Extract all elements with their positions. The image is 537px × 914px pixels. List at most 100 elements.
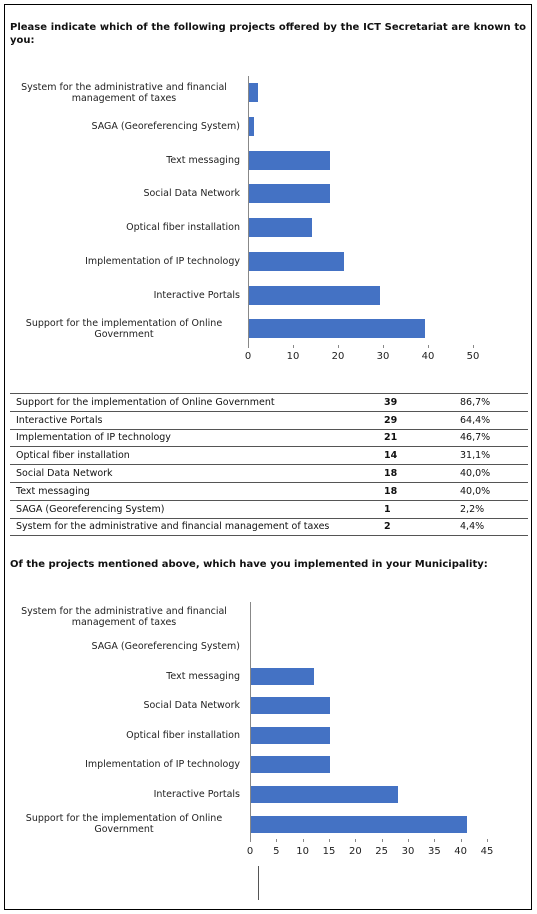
count: 18 [378,464,454,483]
category-label: Optical fiber installation [6,216,240,240]
project-name: System for the administrative and financ… [10,518,378,537]
bar [251,815,467,833]
x-tick-label: 15 [322,846,336,857]
bar [251,697,330,715]
category-text: Optical fiber installation [126,222,240,234]
x-tick-mark [355,839,357,842]
bar [249,251,344,271]
project-name: Optical fiber installation [10,446,378,466]
table-row: System for the administrative and financ… [10,518,528,537]
stray-line [258,866,259,900]
percent: 2,2% [454,500,528,519]
category-label: Implementation of IP technology [6,249,240,273]
x-tick-mark [428,345,429,348]
category-label: System for the administrative and financ… [6,81,240,105]
count: 21 [378,429,454,448]
count: 2 [378,518,454,537]
x-tick-mark [302,839,304,842]
project-name: SAGA (Georeferencing System) [10,500,378,519]
bar [251,785,399,803]
x-tick-label: 30 [376,351,390,362]
category-text: Optical fiber installation [126,729,240,741]
x-tick-mark [408,839,409,842]
category-text: SAGA (Georeferencing System) [91,121,240,133]
category-text: Implementation of IP technology [85,255,240,267]
category-text: Support for the implementation of Online… [25,813,223,835]
category-text: Support for the implementation of Online… [25,317,223,340]
category-label: Support for the implementation of Online… [6,317,240,341]
category-text: Interactive Portals [153,289,240,301]
table-row: Text messaging 18 40,0% [10,482,528,501]
bar [251,756,330,774]
axis-line [248,76,249,345]
category-label: Optical fiber installation [6,723,240,747]
x-tick-label: 40 [454,846,468,857]
x-tick-mark [276,839,278,842]
count: 14 [378,446,454,466]
count: 1 [378,500,454,519]
x-tick-label: 50 [466,351,480,362]
percent: 40,0% [454,464,528,483]
axis-line [250,602,251,839]
category-text: SAGA (Georeferencing System) [91,640,240,652]
x-tick-label: 0 [246,846,254,857]
results-table: Support for the implementation of Online… [10,393,528,537]
question-title: Please indicate which of the following p… [10,22,526,46]
x-tick-mark [460,839,462,842]
percent: 4,4% [454,518,528,537]
x-tick-mark [473,345,474,348]
category-label: Interactive Portals [6,782,240,806]
bar [249,285,380,305]
x-tick-mark [248,345,249,348]
bar [249,150,330,170]
category-label: SAGA (Georeferencing System) [6,634,240,658]
category-text: Text messaging [166,154,240,166]
table-row: Implementation of IP technology 21 46,7% [10,429,528,448]
category-label: SAGA (Georeferencing System) [6,115,240,139]
bar [249,319,425,339]
x-tick-mark [381,839,383,842]
project-name: Implementation of IP technology [10,429,378,448]
category-text: Social Data Network [143,188,240,200]
category-label: Support for the implementation of Online… [6,812,240,836]
x-tick-label: 35 [427,846,441,857]
frame [4,4,532,910]
x-tick-mark [487,839,488,842]
x-tick-mark [338,345,339,348]
category-label: Implementation of IP technology [6,753,240,777]
x-tick-mark [434,839,436,842]
percent: 86,7% [454,393,528,412]
x-tick-label: 25 [375,846,389,857]
category-text: Social Data Network [143,700,240,712]
bar [251,726,330,744]
x-tick-label: 40 [421,351,435,362]
category-text: Implementation of IP technology [85,759,240,771]
category-label: Social Data Network [6,182,240,206]
x-tick-mark [329,839,330,842]
category-text: System for the administrative and financ… [21,605,227,628]
bar [249,184,330,204]
table-row: SAGA (Georeferencing System) 1 2,2% [10,500,528,519]
percent: 64,4% [454,411,528,430]
x-tick-label: 20 [331,351,345,362]
x-tick-label: 20 [348,846,362,857]
project-name: Interactive Portals [10,411,378,430]
project-name: Text messaging [10,482,378,501]
x-tick-label: 10 [296,846,310,857]
table-row: Optical fiber installation 14 31,1% [10,446,528,466]
table-row: Social Data Network 18 40,0% [10,464,528,483]
x-tick-label: 45 [480,846,494,857]
category-label: Social Data Network [6,694,240,718]
percent: 40,0% [454,482,528,501]
category-label: System for the administrative and financ… [6,605,240,629]
category-text: System for the administrative and financ… [21,81,227,104]
x-tick-label: 30 [401,846,415,857]
category-text: Text messaging [166,670,240,682]
percent: 31,1% [454,446,528,466]
count: 39 [378,393,454,412]
x-tick-label: 0 [244,351,252,362]
x-tick-mark [293,345,294,348]
x-tick-mark [250,839,251,842]
bar [249,117,254,137]
